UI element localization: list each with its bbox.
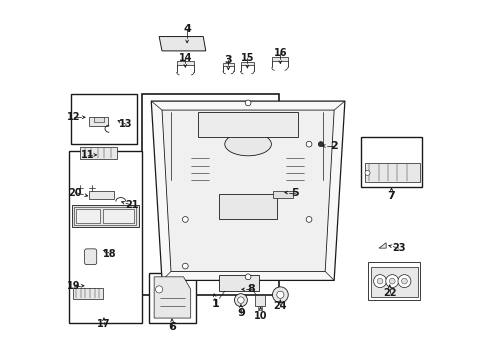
Bar xyxy=(271,57,287,61)
Text: 1: 1 xyxy=(211,299,219,309)
Bar xyxy=(88,192,113,199)
Bar xyxy=(257,306,262,310)
Bar xyxy=(273,192,292,198)
Text: 4: 4 xyxy=(183,24,191,35)
Bar xyxy=(80,147,117,159)
Text: 20: 20 xyxy=(68,188,82,198)
Text: 11: 11 xyxy=(81,150,94,160)
Circle shape xyxy=(385,275,398,288)
Ellipse shape xyxy=(224,132,271,156)
Bar xyxy=(360,137,421,187)
Text: 21: 21 xyxy=(124,200,138,210)
Bar xyxy=(74,207,136,225)
Text: 7: 7 xyxy=(387,191,395,201)
Text: 16: 16 xyxy=(273,48,286,58)
Text: 2: 2 xyxy=(329,141,337,151)
Circle shape xyxy=(401,278,407,284)
Circle shape xyxy=(376,278,382,284)
Bar xyxy=(142,94,278,295)
Polygon shape xyxy=(154,277,190,318)
Text: 18: 18 xyxy=(103,248,117,258)
Bar xyxy=(198,112,298,137)
Bar xyxy=(367,262,419,300)
Polygon shape xyxy=(378,243,386,248)
Text: 15: 15 xyxy=(240,53,254,63)
Circle shape xyxy=(182,217,188,222)
Bar xyxy=(370,267,417,297)
Circle shape xyxy=(244,100,250,106)
Circle shape xyxy=(373,275,386,288)
Circle shape xyxy=(305,141,311,147)
Polygon shape xyxy=(159,37,205,51)
Bar xyxy=(70,94,137,144)
Circle shape xyxy=(388,278,394,284)
Circle shape xyxy=(272,287,287,303)
Bar xyxy=(219,275,258,291)
Text: 3: 3 xyxy=(224,55,232,65)
Bar xyxy=(69,151,142,323)
Bar xyxy=(102,209,134,223)
Text: 14: 14 xyxy=(178,53,192,63)
Bar xyxy=(176,61,194,65)
Bar xyxy=(240,62,254,65)
Bar xyxy=(219,194,276,220)
Text: 5: 5 xyxy=(290,188,298,198)
Circle shape xyxy=(364,170,369,175)
Bar xyxy=(73,288,102,299)
Circle shape xyxy=(305,217,311,222)
Bar xyxy=(89,117,108,126)
Text: 8: 8 xyxy=(247,284,255,294)
Polygon shape xyxy=(162,110,333,271)
Text: 9: 9 xyxy=(237,308,244,318)
Circle shape xyxy=(276,291,284,298)
Bar xyxy=(76,209,100,223)
Bar xyxy=(72,205,139,226)
Circle shape xyxy=(244,274,250,280)
Circle shape xyxy=(182,263,188,269)
Text: 13: 13 xyxy=(119,120,133,129)
Text: 19: 19 xyxy=(67,281,81,291)
Circle shape xyxy=(237,297,244,303)
Circle shape xyxy=(318,141,323,147)
Text: 24: 24 xyxy=(273,301,286,311)
Text: 12: 12 xyxy=(67,112,81,122)
Circle shape xyxy=(234,294,247,307)
Text: 10: 10 xyxy=(253,311,267,321)
Text: 17: 17 xyxy=(97,319,110,329)
Circle shape xyxy=(155,286,163,293)
Bar xyxy=(94,117,103,122)
Bar xyxy=(223,63,233,66)
Text: 6: 6 xyxy=(168,322,176,332)
Circle shape xyxy=(397,275,410,288)
Polygon shape xyxy=(151,101,344,280)
FancyBboxPatch shape xyxy=(84,249,97,265)
Text: 23: 23 xyxy=(391,243,405,253)
Bar xyxy=(364,163,419,182)
Bar xyxy=(255,295,265,306)
Text: 22: 22 xyxy=(382,288,396,298)
Bar xyxy=(149,273,196,323)
